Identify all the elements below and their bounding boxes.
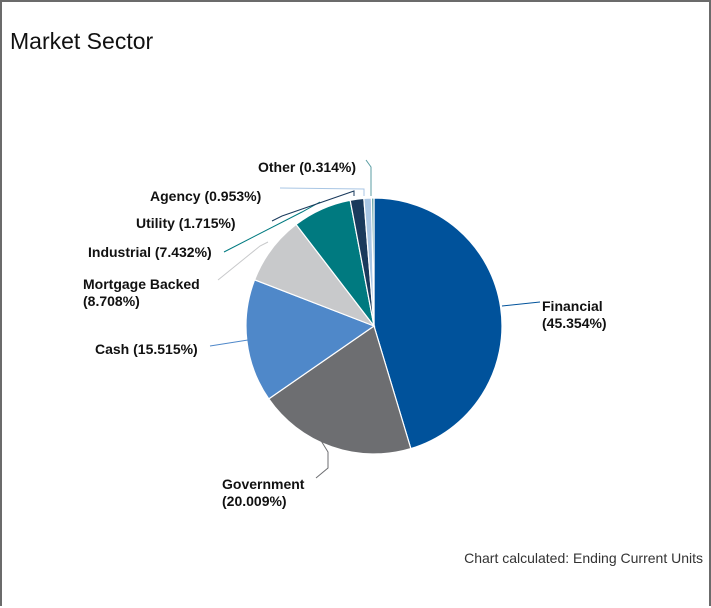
- leader-line-agency: [279, 187, 365, 196]
- pie-slice-other: [370, 197, 375, 327]
- leader-line-financial: [501, 301, 541, 307]
- chart-footnote: Chart calculated: Ending Current Units: [464, 550, 703, 566]
- slice-label-agency: Agency (0.953%): [150, 188, 261, 204]
- leader-lines: [209, 159, 541, 479]
- slice-label-cash: Cash (15.515%): [95, 341, 198, 357]
- slice-labels: Financial(45.354%) Government(20.009%) Cas…: [83, 159, 607, 509]
- pie-slices: [245, 197, 503, 455]
- slice-percent-mortgage-backed: (8.708%): [83, 293, 140, 309]
- pie-slice-financial: [373, 197, 503, 450]
- slice-label-other: Other (0.314%): [258, 159, 356, 175]
- leader-line-utility: [271, 190, 355, 222]
- slice-label-financial: Financial: [542, 298, 603, 314]
- pie-slice-cash: [245, 279, 376, 400]
- slice-percent-government: (20.009%): [222, 493, 287, 509]
- slice-label-mortgage-backed: Mortgage Backed: [83, 276, 200, 292]
- pie-slice-government: [267, 325, 412, 455]
- leader-line-government: [315, 438, 329, 479]
- slice-label-industrial: Industrial (7.432%): [88, 244, 212, 260]
- slice-label-government: Government: [222, 476, 305, 492]
- leader-line-cash: [209, 339, 249, 347]
- leader-line-mortgage-backed: [217, 241, 269, 281]
- chart-title: Market Sector: [10, 28, 154, 54]
- slice-label-utility: Utility (1.715%): [136, 215, 236, 231]
- leader-line-other: [365, 159, 372, 196]
- slice-percent-financial: (45.354%): [542, 315, 607, 331]
